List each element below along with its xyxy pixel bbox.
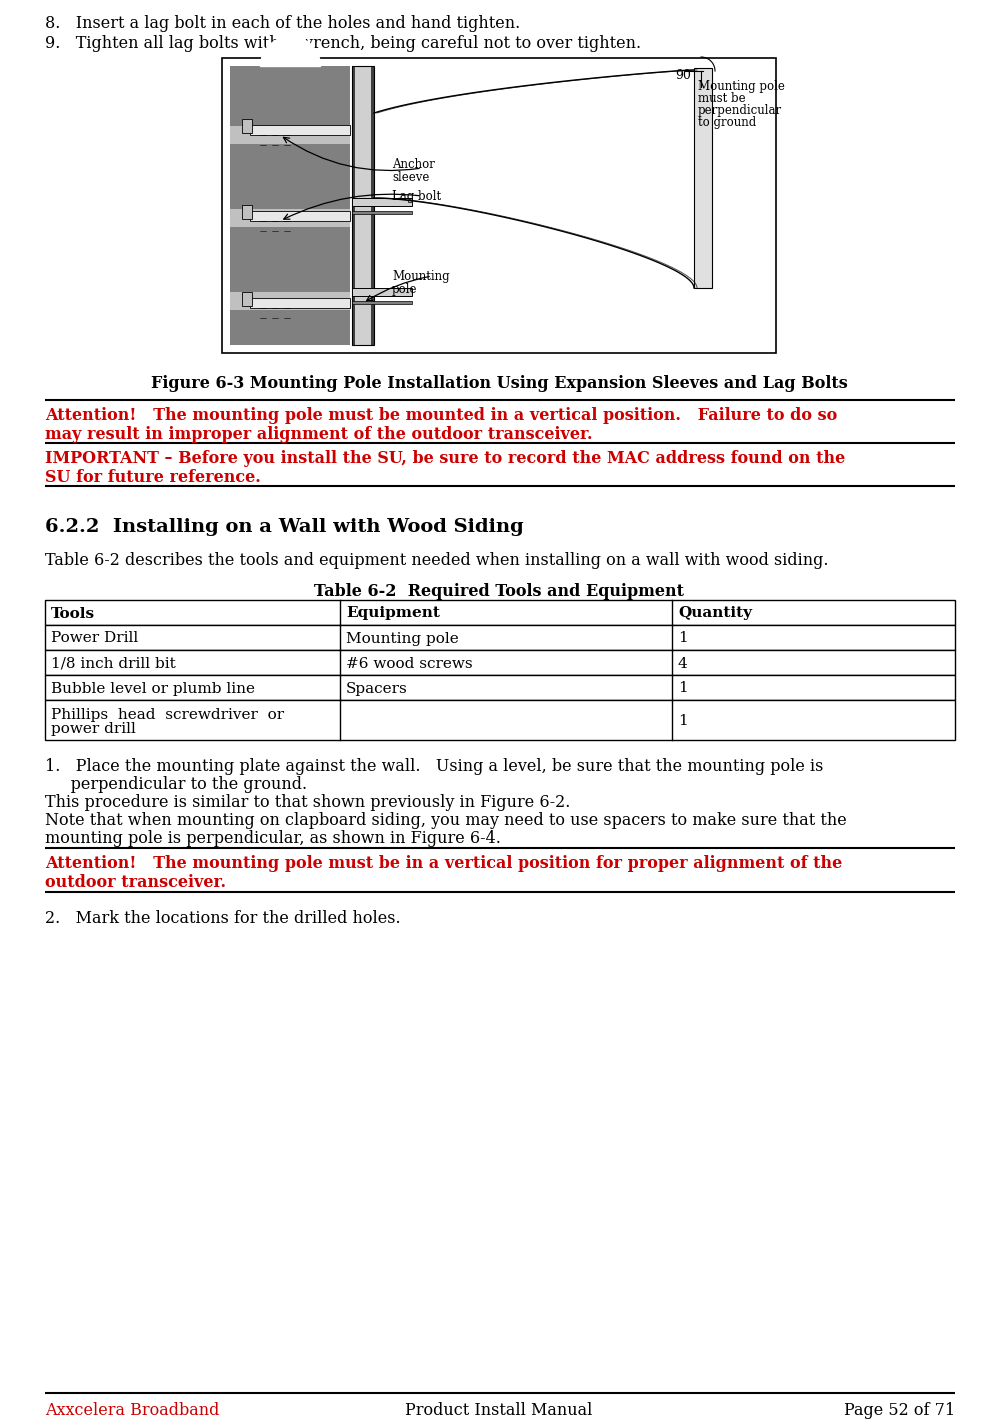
Bar xyxy=(230,209,350,227)
Text: 9.   Tighten all lag bolts with a wrench, being careful not to over tighten.: 9. Tighten all lag bolts with a wrench, … xyxy=(45,35,641,53)
Text: perpendicular: perpendicular xyxy=(698,104,782,116)
Text: Mounting pole: Mounting pole xyxy=(346,631,459,646)
Text: Tools: Tools xyxy=(51,606,95,620)
Text: sleeve: sleeve xyxy=(392,172,430,184)
Text: This procedure is similar to that shown previously in Figure 6-2.: This procedure is similar to that shown … xyxy=(45,795,570,812)
Text: Note that when mounting on clapboard siding, you may need to use spacers to make: Note that when mounting on clapboard sid… xyxy=(45,812,847,829)
Bar xyxy=(242,204,252,219)
Bar xyxy=(352,67,355,345)
Text: Attention!   The mounting pole must be in a vertical position for proper alignme: Attention! The mounting pole must be in … xyxy=(45,856,842,873)
Text: perpendicular to the ground.: perpendicular to the ground. xyxy=(45,776,307,793)
Text: 6.2.2  Installing on a Wall with Wood Siding: 6.2.2 Installing on a Wall with Wood Sid… xyxy=(45,518,523,536)
Text: Equipment: Equipment xyxy=(346,606,440,620)
Text: must be: must be xyxy=(698,92,745,105)
Text: 2.   Mark the locations for the drilled holes.: 2. Mark the locations for the drilled ho… xyxy=(45,910,401,927)
Text: 1: 1 xyxy=(678,714,687,728)
Bar xyxy=(230,292,350,309)
Text: Phillips  head  screwdriver  or: Phillips head screwdriver or xyxy=(51,708,284,722)
Text: Mounting: Mounting xyxy=(392,270,450,282)
Bar xyxy=(694,68,712,288)
Bar xyxy=(250,125,350,135)
Bar xyxy=(45,624,955,650)
Text: 4: 4 xyxy=(678,657,687,671)
Bar xyxy=(230,309,350,345)
Text: 8.   Insert a lag bolt in each of the holes and hand tighten.: 8. Insert a lag bolt in each of the hole… xyxy=(45,16,520,33)
Text: mounting pole is perpendicular, as shown in Figure 6-4.: mounting pole is perpendicular, as shown… xyxy=(45,830,500,847)
Text: to ground: to ground xyxy=(698,116,756,129)
Text: IMPORTANT – Before you install the SU, be sure to record the MAC address found o: IMPORTANT – Before you install the SU, b… xyxy=(45,450,845,467)
Bar xyxy=(230,227,350,292)
Text: Bubble level or plumb line: Bubble level or plumb line xyxy=(51,681,255,695)
Bar xyxy=(242,119,252,133)
Text: Page 52 of 71: Page 52 of 71 xyxy=(844,1402,955,1419)
Bar xyxy=(250,298,350,308)
Bar xyxy=(352,301,412,304)
Bar xyxy=(371,67,374,345)
Text: Mounting pole: Mounting pole xyxy=(698,79,785,94)
Text: Spacers: Spacers xyxy=(346,681,408,695)
Text: Figure 6-3 Mounting Pole Installation Using Expansion Sleeves and Lag Bolts: Figure 6-3 Mounting Pole Installation Us… xyxy=(151,375,847,392)
Bar xyxy=(45,675,955,700)
Text: 1: 1 xyxy=(678,681,687,695)
Text: Table 6-2  Required Tools and Equipment: Table 6-2 Required Tools and Equipment xyxy=(314,583,684,600)
Text: outdoor transceiver.: outdoor transceiver. xyxy=(45,874,226,891)
Bar xyxy=(355,67,371,345)
Bar xyxy=(242,292,252,307)
Text: Anchor: Anchor xyxy=(392,158,435,172)
Bar xyxy=(45,600,955,624)
Bar xyxy=(352,199,412,206)
Text: 1: 1 xyxy=(678,631,687,646)
Bar xyxy=(352,67,374,345)
Text: Product Install Manual: Product Install Manual xyxy=(406,1402,592,1419)
Text: 1/8 inch drill bit: 1/8 inch drill bit xyxy=(51,657,176,671)
Text: Axxcelera Broadband: Axxcelera Broadband xyxy=(45,1402,220,1419)
Bar xyxy=(230,143,350,209)
Bar xyxy=(222,58,776,353)
Text: Lag bolt: Lag bolt xyxy=(392,190,442,203)
Bar xyxy=(230,126,350,143)
Text: Quantity: Quantity xyxy=(678,606,752,620)
Text: may result in improper alignment of the outdoor transceiver.: may result in improper alignment of the … xyxy=(45,426,592,443)
Text: Power Drill: Power Drill xyxy=(51,631,138,646)
Text: Attention!   The mounting pole must be mounted in a vertical position.   Failure: Attention! The mounting pole must be mou… xyxy=(45,407,837,424)
Text: power drill: power drill xyxy=(51,722,136,736)
Bar xyxy=(45,700,955,739)
Bar xyxy=(352,288,412,297)
Text: 1.   Place the mounting plate against the wall.   Using a level, be sure that th: 1. Place the mounting plate against the … xyxy=(45,758,823,775)
Bar xyxy=(230,67,350,126)
Bar xyxy=(250,211,350,221)
Text: #6 wood screws: #6 wood screws xyxy=(346,657,473,671)
Bar xyxy=(352,211,412,214)
Text: pole: pole xyxy=(392,282,418,297)
Text: Table 6-2 describes the tools and equipment needed when installing on a wall wit: Table 6-2 describes the tools and equipm… xyxy=(45,552,828,569)
Bar xyxy=(45,650,955,675)
Text: SU for future reference.: SU for future reference. xyxy=(45,470,261,485)
Text: 90: 90 xyxy=(675,70,691,82)
